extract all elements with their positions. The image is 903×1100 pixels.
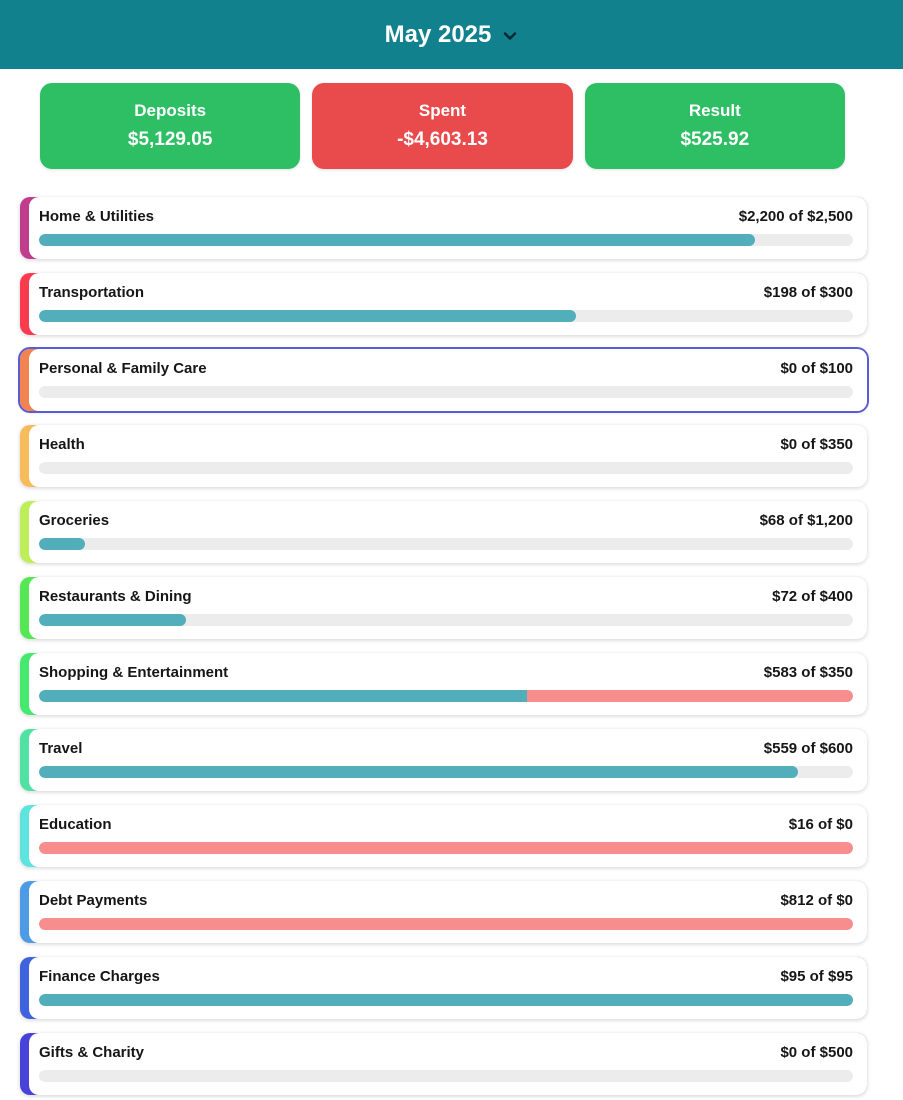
category-name: Debt Payments — [39, 892, 148, 909]
category-card-body: Transportation $198 of $300 — [29, 273, 867, 335]
category-card[interactable]: Restaurants & Dining $72 of $400 — [20, 577, 867, 639]
budget-list: Home & Utilities $2,200 of $2,500 Transp… — [0, 197, 903, 1095]
category-card[interactable]: Travel $559 of $600 — [20, 729, 867, 791]
month-selector[interactable]: May 2025 — [385, 21, 519, 49]
category-card-body: Home & Utilities $2,200 of $2,500 — [29, 197, 867, 259]
progress-fill — [39, 538, 86, 550]
category-card[interactable]: Education $16 of $0 — [20, 805, 867, 867]
category-card[interactable]: Finance Charges $95 of $95 — [20, 957, 867, 1019]
category-header-row: Shopping & Entertainment $583 of $350 — [39, 664, 853, 681]
category-name: Finance Charges — [39, 968, 160, 985]
category-name: Transportation — [39, 284, 145, 301]
category-card-body: Personal & Family Care $0 of $100 — [29, 349, 867, 411]
category-card-body: Groceries $68 of $1,200 — [29, 501, 867, 563]
category-card-body: Shopping & Entertainment $583 of $350 — [29, 653, 867, 715]
category-card-body: Education $16 of $0 — [29, 805, 867, 867]
category-header-row: Personal & Family Care $0 of $100 — [39, 360, 853, 377]
category-header-row: Health $0 of $350 — [39, 436, 853, 453]
category-name: Travel — [39, 740, 83, 757]
category-name: Home & Utilities — [39, 208, 155, 225]
summary-card-label: Spent — [418, 101, 467, 120]
progress-track — [39, 614, 853, 626]
category-name: Restaurants & Dining — [39, 588, 192, 605]
category-card[interactable]: Home & Utilities $2,200 of $2,500 — [20, 197, 867, 259]
progress-track — [39, 842, 853, 854]
progress-track — [39, 1070, 853, 1082]
category-card[interactable]: Personal & Family Care $0 of $100 — [20, 349, 867, 411]
category-header-row: Groceries $68 of $1,200 — [39, 512, 853, 529]
category-card-body: Finance Charges $95 of $95 — [29, 957, 867, 1019]
summary-card-value: $525.92 — [680, 129, 750, 150]
progress-fill — [39, 310, 577, 322]
category-amount: $95 of $95 — [780, 968, 853, 985]
category-amount: $16 of $0 — [788, 816, 853, 833]
category-card-body: Debt Payments $812 of $0 — [29, 881, 867, 943]
category-card-body: Health $0 of $350 — [29, 425, 867, 487]
category-card-body: Travel $559 of $600 — [29, 729, 867, 791]
progress-overflow-fill — [527, 690, 853, 702]
progress-track — [39, 538, 853, 550]
progress-fill — [39, 690, 528, 702]
category-card-body: Gifts & Charity $0 of $500 — [29, 1033, 867, 1095]
summary-card-label: Result — [688, 101, 741, 120]
category-amount: $812 of $0 — [780, 892, 853, 909]
category-amount: $2,200 of $2,500 — [738, 208, 853, 225]
progress-track — [39, 690, 853, 702]
progress-track — [39, 918, 853, 930]
category-card-body: Restaurants & Dining $72 of $400 — [29, 577, 867, 639]
chevron-down-icon — [504, 32, 517, 40]
category-amount: $0 of $500 — [780, 1044, 853, 1061]
summary-card: Deposits $5,129.05 — [40, 83, 301, 169]
progress-track — [39, 766, 853, 778]
progress-track — [39, 462, 853, 474]
category-header-row: Travel $559 of $600 — [39, 740, 853, 757]
progress-fill — [39, 234, 756, 246]
category-amount: $583 of $350 — [763, 664, 853, 681]
summary-card-value: -$4,603.13 — [397, 129, 488, 150]
progress-track — [39, 234, 853, 246]
category-amount: $559 of $600 — [763, 740, 853, 757]
progress-fill — [39, 994, 853, 1006]
month-title: May 2025 — [384, 20, 492, 48]
category-card[interactable]: Shopping & Entertainment $583 of $350 — [20, 653, 867, 715]
summary-card: Result $525.92 — [584, 83, 845, 169]
category-amount: $198 of $300 — [763, 284, 853, 301]
summary-row: Deposits $5,129.05 Spent -$4,603.13 Resu… — [40, 83, 845, 169]
progress-overflow-fill — [39, 918, 853, 930]
category-name: Groceries — [39, 512, 110, 529]
category-name: Gifts & Charity — [39, 1044, 145, 1061]
progress-track — [39, 310, 853, 322]
category-card[interactable]: Transportation $198 of $300 — [20, 273, 867, 335]
category-header-row: Finance Charges $95 of $95 — [39, 968, 853, 985]
progress-fill — [39, 766, 798, 778]
category-amount: $0 of $100 — [780, 360, 853, 377]
progress-track — [39, 994, 853, 1006]
category-name: Education — [39, 816, 112, 833]
category-header-row: Gifts & Charity $0 of $500 — [39, 1044, 853, 1061]
summary-card: Spent -$4,603.13 — [312, 83, 573, 169]
progress-fill — [39, 614, 186, 626]
category-card[interactable]: Debt Payments $812 of $0 — [20, 881, 867, 943]
app-header: May 2025 — [0, 0, 903, 69]
category-header-row: Debt Payments $812 of $0 — [39, 892, 853, 909]
category-card[interactable]: Health $0 of $350 — [20, 425, 867, 487]
category-name: Health — [39, 436, 85, 453]
category-amount: $72 of $400 — [772, 588, 853, 605]
category-card[interactable]: Gifts & Charity $0 of $500 — [20, 1033, 867, 1095]
summary-card-value: $5,129.05 — [127, 129, 213, 150]
category-amount: $68 of $1,200 — [759, 512, 853, 529]
category-name: Shopping & Entertainment — [39, 664, 229, 681]
category-header-row: Restaurants & Dining $72 of $400 — [39, 588, 853, 605]
category-name: Personal & Family Care — [39, 360, 207, 377]
summary-card-label: Deposits — [134, 101, 207, 120]
category-amount: $0 of $350 — [780, 436, 853, 453]
category-header-row: Education $16 of $0 — [39, 816, 853, 833]
progress-overflow-fill — [39, 842, 853, 854]
category-header-row: Transportation $198 of $300 — [39, 284, 853, 301]
category-header-row: Home & Utilities $2,200 of $2,500 — [39, 208, 853, 225]
category-card[interactable]: Groceries $68 of $1,200 — [20, 501, 867, 563]
progress-track — [39, 386, 853, 398]
